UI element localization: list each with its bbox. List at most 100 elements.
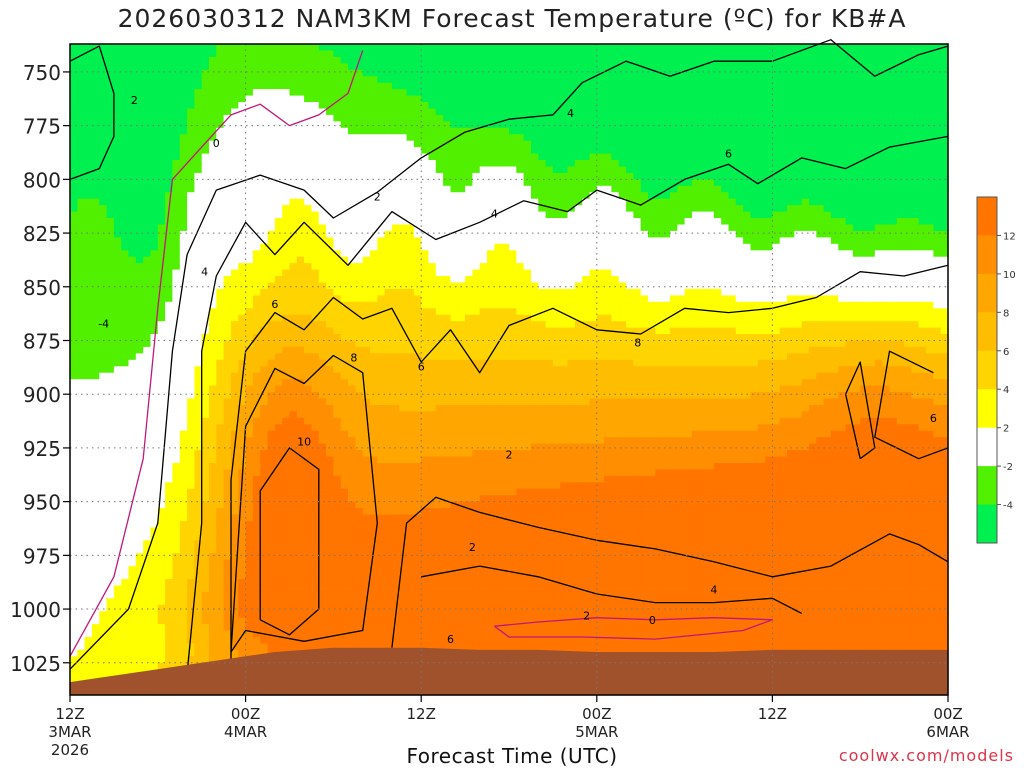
heat-cell: [252, 243, 261, 251]
heat-cell: [413, 617, 422, 625]
heat-cell: [135, 501, 144, 509]
heat-cell: [377, 579, 386, 586]
heat-cell: [238, 185, 247, 193]
heat-cell: [311, 147, 320, 155]
heat-cell: [187, 443, 195, 451]
heat-cell: [318, 114, 327, 122]
heat-cell: [106, 488, 115, 496]
heat-cell: [384, 56, 393, 64]
heat-cell: [252, 121, 261, 129]
heat-cell: [413, 56, 422, 64]
heat-cell: [289, 160, 298, 167]
heat-cell: [157, 69, 166, 77]
heat-cell: [326, 114, 334, 122]
heat-cell: [157, 166, 166, 174]
heat-cell: [209, 630, 217, 638]
heat-cell: [252, 624, 261, 632]
heat-cell: [231, 89, 239, 97]
heat-cell: [238, 314, 247, 322]
heat-cell: [238, 527, 247, 535]
heat-cell: [121, 359, 130, 367]
heat-cell: [326, 140, 334, 148]
heat-cell: [172, 114, 181, 122]
heat-cell: [304, 643, 312, 651]
heat-cell: [77, 50, 86, 58]
heat-cell: [282, 147, 291, 155]
heat-cell: [333, 166, 342, 174]
heat-cell: [289, 527, 298, 535]
heat-cell: [260, 127, 269, 135]
heat-cell: [318, 385, 327, 393]
heat-cell: [172, 540, 181, 548]
heat-cell: [267, 160, 276, 167]
heat-cell: [318, 411, 327, 419]
heat-cell: [70, 89, 78, 97]
heat-cell: [333, 121, 342, 129]
heat-cell: [282, 637, 291, 644]
heat-cell: [399, 56, 408, 64]
heat-cell: [260, 288, 269, 296]
heat-cell: [267, 218, 276, 225]
heat-cell: [384, 424, 393, 432]
heat-cell: [377, 76, 386, 84]
heat-cell: [406, 469, 415, 477]
heat-cell: [406, 617, 415, 625]
heat-cell: [172, 224, 181, 232]
heat-cell: [143, 521, 152, 528]
heat-cell: [157, 308, 166, 316]
heat-cell: [165, 463, 173, 470]
heat-cell: [362, 108, 371, 116]
heat-cell: [413, 198, 422, 206]
heat-cell: [187, 276, 195, 283]
heat-cell: [289, 218, 298, 225]
heat-cell: [238, 89, 247, 97]
heat-cell: [231, 301, 239, 309]
heat-cell: [231, 211, 239, 219]
heat-cell: [399, 346, 408, 354]
heat-cell: [77, 250, 86, 258]
heat-cell: [194, 282, 203, 290]
heat-cell: [128, 566, 137, 574]
heat-cell: [187, 553, 195, 561]
heat-cell: [165, 269, 173, 277]
heat-cell: [113, 405, 122, 412]
heat-cell: [384, 114, 393, 122]
heat-cell: [296, 147, 305, 155]
heat-cell: [377, 44, 386, 51]
heat-cell: [150, 269, 159, 277]
heat-cell: [172, 327, 181, 335]
heat-cell: [231, 256, 239, 264]
heat-cell: [311, 372, 320, 380]
heat-cell: [384, 591, 393, 599]
heat-cell: [201, 346, 210, 354]
heat-cell: [77, 417, 86, 425]
heat-cell: [106, 327, 115, 335]
heat-cell: [399, 102, 408, 109]
heat-cell: [143, 160, 152, 167]
heat-cell: [377, 405, 386, 412]
heat-cell: [318, 102, 327, 109]
heat-cell: [384, 250, 393, 258]
heat-cell: [304, 147, 312, 155]
heat-cell: [209, 501, 217, 509]
heat-cell: [413, 398, 422, 406]
heat-cell: [92, 649, 100, 657]
heat-cell: [399, 237, 408, 245]
heat-cell: [267, 185, 276, 193]
heat-cell: [209, 624, 217, 632]
heat-cell: [70, 198, 78, 206]
heat-cell: [326, 346, 334, 354]
heat-cell: [267, 321, 276, 329]
heat-cell: [201, 153, 210, 161]
heat-cell: [399, 585, 408, 593]
heat-cell: [326, 566, 334, 574]
heat-cell: [165, 179, 173, 187]
heat-cell: [333, 617, 342, 625]
heat-cell: [289, 405, 298, 412]
heat-cell: [223, 405, 232, 412]
heat-cell: [370, 327, 378, 335]
heat-cell: [267, 579, 276, 586]
heat-cell: [260, 501, 269, 509]
heat-cell: [223, 121, 232, 129]
heat-cell: [391, 63, 400, 71]
